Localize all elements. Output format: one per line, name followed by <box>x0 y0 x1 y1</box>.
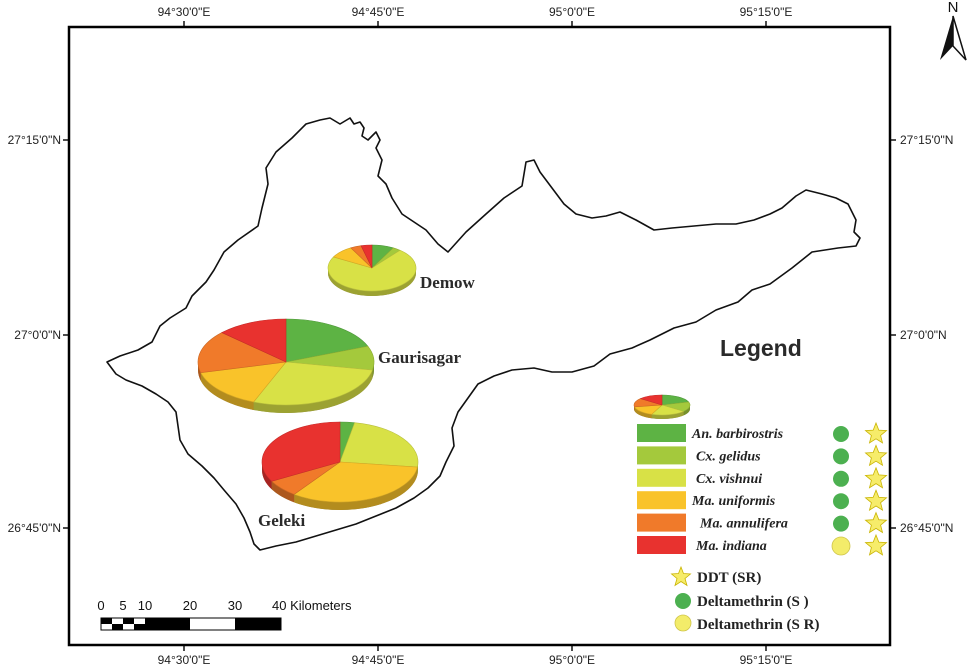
symbol-label-deltamethrin-sr: Deltamethrin (S R) <box>697 617 819 633</box>
legend-title: Legend <box>720 335 802 361</box>
green-circle-icon <box>833 515 849 532</box>
symbol-label-deltamethrin-s: Deltamethrin (S ) <box>697 594 809 610</box>
legend-label: Cx. gelidus <box>696 449 761 464</box>
pie-gaurisagar-slice <box>253 361 373 406</box>
pie-gaurisagar-slice <box>285 318 369 363</box>
right-tick-label: 27°0'0"N <box>900 328 947 342</box>
star-icon <box>670 565 692 587</box>
green-circle-icon <box>833 493 849 510</box>
green-circle-icon <box>833 470 849 487</box>
legend-species-list: An. barbirostris Cx. gelidus Cx. vishnui Ma… <box>637 421 888 556</box>
bottom-tick-label: 95°0'0"E <box>549 653 595 667</box>
scale-label: 5 <box>119 598 126 613</box>
north-arrow-icon: N <box>940 0 967 61</box>
pie-gaurisagar <box>197 318 375 413</box>
legend-pie-slice <box>639 394 663 406</box>
legend-swatch <box>637 491 686 510</box>
pie-demow-side-slice <box>328 268 416 296</box>
star-icon <box>864 444 888 467</box>
right-tick-label: 26°45'0"N <box>900 521 953 535</box>
green-circle-icon <box>675 593 691 609</box>
scale-label: 20 <box>183 598 197 613</box>
legend-label: Ma. indiana <box>695 539 767 554</box>
pie-geleki <box>261 421 419 511</box>
legend-pie-icon <box>633 394 691 419</box>
legend-label: An. barbirostris <box>691 427 784 442</box>
star-icon <box>864 421 888 444</box>
pie-geleki-side-slice <box>271 481 295 503</box>
bottom-tick-label: 95°15'0"E <box>740 653 793 667</box>
place-label-demow: Demow <box>420 273 475 292</box>
star-icon <box>864 466 888 489</box>
right-tick-label: 27°15'0"N <box>900 133 953 147</box>
symbol-label-ddt: DDT (SR) <box>697 570 761 586</box>
star-icon <box>864 511 888 534</box>
pie-gaurisagar-slice <box>200 361 287 403</box>
yellow-circle-icon <box>831 536 851 556</box>
star-icon <box>864 489 888 511</box>
pie-gaurisagar-side-slice <box>253 370 373 413</box>
tick-marks <box>63 21 896 651</box>
yellow-circle-icon <box>674 614 692 632</box>
top-tick-label: 94°45'0"E <box>352 5 405 19</box>
green-circle-icon <box>833 426 849 442</box>
legend-label: Cx. vishnui <box>696 472 762 487</box>
top-tick-label: 95°15'0"E <box>740 5 793 19</box>
pie-gaurisagar-side-slice <box>200 372 254 410</box>
scale-label: 30 <box>228 598 242 613</box>
pie-geleki-side-slice <box>262 462 272 490</box>
pie-gaurisagar-side-slice <box>372 362 374 379</box>
star-icon <box>864 533 888 556</box>
bottom-tick-label: 94°30'0"E <box>158 653 211 667</box>
top-tick-label: 95°0'0"E <box>549 5 595 19</box>
pie-demow-slice <box>327 249 417 292</box>
left-tick-label: 26°45'0"N <box>8 521 61 535</box>
scale-label: 40 Kilometers <box>272 598 352 613</box>
scale-bar: 0 5 10 20 30 40 Kilometers <box>97 598 352 631</box>
legend-swatch <box>637 513 686 532</box>
legend-label: Ma. annulifera <box>699 517 788 532</box>
legend-label: Ma. uniformis <box>691 494 776 509</box>
symbol-legend: DDT (SR) Deltamethrin (S ) Deltamethrin … <box>670 565 819 633</box>
scale-label: 0 <box>97 598 104 613</box>
pie-demow-slice <box>360 244 373 269</box>
legend-swatch <box>637 536 686 554</box>
legend-swatch <box>637 424 686 442</box>
pie-gaurisagar-slice <box>221 318 287 363</box>
scale-label: 10 <box>138 598 152 613</box>
map-frame <box>67 25 892 647</box>
north-label: N <box>948 0 959 16</box>
legend-pie-side-slice <box>683 405 690 416</box>
pie-gaurisagar-slice <box>197 332 288 374</box>
place-label-gaurisagar: Gaurisagar <box>378 348 462 367</box>
left-tick-label: 27°0'0"N <box>14 328 61 342</box>
pie-geleki-slice <box>293 461 418 503</box>
pie-geleki-slice <box>261 421 341 482</box>
pie-gaurisagar-side-slice <box>198 362 201 381</box>
pie-demow <box>327 244 417 296</box>
legend-swatch <box>637 468 686 487</box>
legend-swatch <box>637 446 686 465</box>
pie-geleki-side-slice <box>294 467 418 511</box>
place-label-geleki: Geleki <box>258 511 305 530</box>
bottom-tick-label: 94°45'0"E <box>352 653 405 667</box>
left-tick-label: 27°15'0"N <box>8 133 61 147</box>
top-tick-label: 94°30'0"E <box>158 5 211 19</box>
green-circle-icon <box>833 448 849 465</box>
pie-geleki-slice <box>339 422 419 468</box>
